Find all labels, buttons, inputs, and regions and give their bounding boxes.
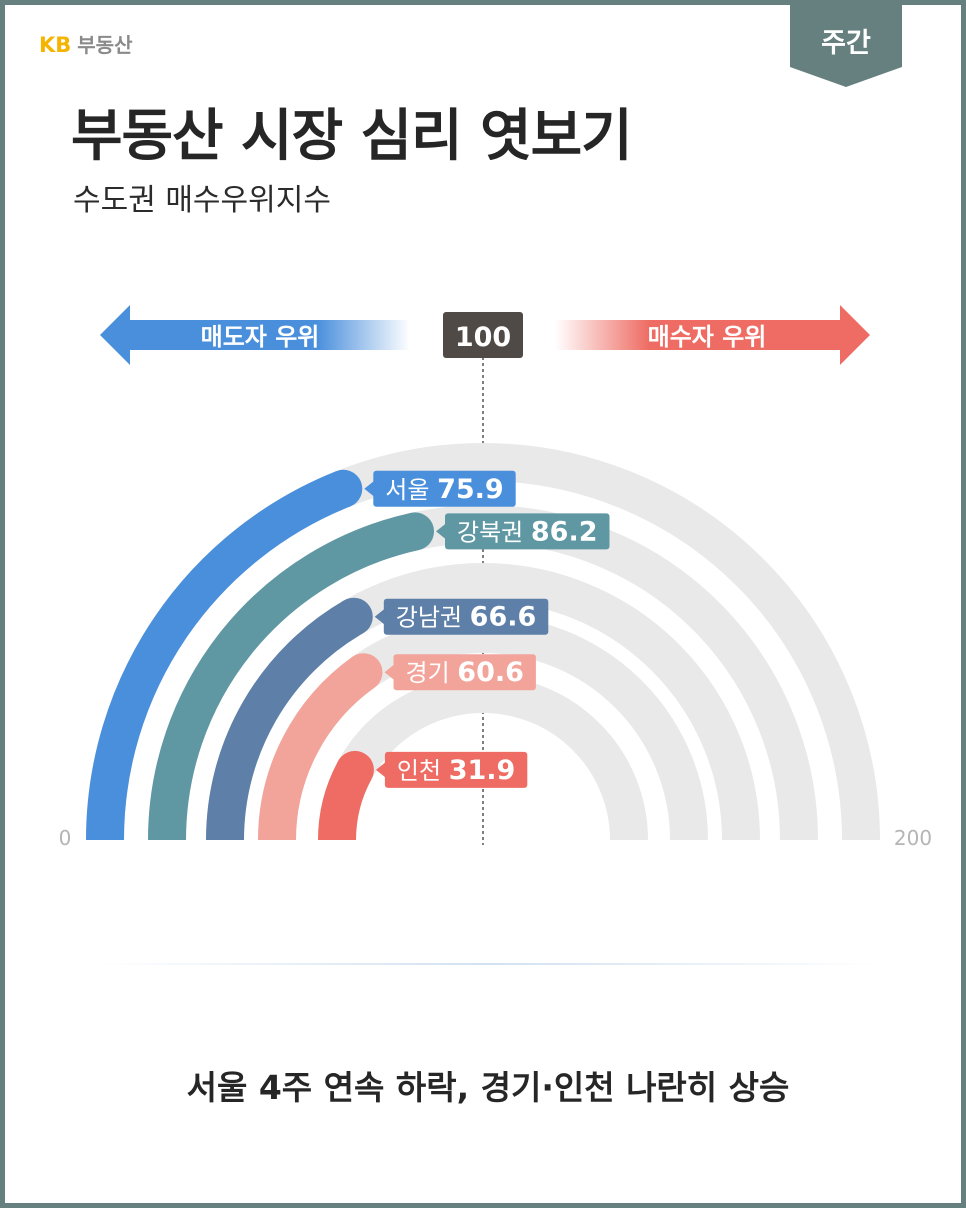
- label-box-2: [445, 513, 610, 550]
- label-text-3: 강남권 66.6: [396, 602, 537, 633]
- chart-bars: [86, 469, 435, 841]
- label-pointer-5: [375, 761, 386, 778]
- label-box-1: [373, 470, 516, 507]
- brand-kb: KB: [39, 33, 72, 57]
- bar-cap-2: [396, 512, 435, 551]
- series-name-4: 경기: [406, 659, 458, 687]
- legend-left-label: 매도자 우위: [201, 323, 320, 351]
- series-value-1: 75.9: [437, 474, 504, 505]
- series-value-4: 60.6: [457, 657, 524, 688]
- label-pointer-1: [364, 480, 375, 497]
- data-label-1: 서울 75.9: [364, 470, 516, 507]
- bar-1: [86, 471, 351, 841]
- data-label-3: 강남권 66.6: [374, 598, 549, 635]
- legend-right-label: 매수자 우위: [648, 323, 767, 351]
- label-pointer-3: [374, 608, 385, 625]
- label-text-1: 서울 75.9: [385, 474, 503, 505]
- period-tag-label: 주간: [821, 28, 871, 59]
- label-text-5: 인천 31.9: [397, 755, 515, 786]
- label-box-3: [383, 598, 549, 635]
- brand-logo: KB 부동산: [39, 29, 132, 58]
- series-value-3: 66.6: [470, 602, 537, 633]
- label-text-4: 경기 60.6: [406, 657, 524, 688]
- series-name-1: 서울: [385, 476, 437, 504]
- data-label-5: 인천 31.9: [375, 751, 528, 788]
- label-box-5: [384, 751, 528, 788]
- reference-label: 100: [455, 322, 511, 353]
- radial-bar-chart: 매도자 우위 매수자 우위 100 서울 75.9 강북권 86.2 강남권 66.…: [59, 305, 932, 850]
- series-value-5: 31.9: [449, 755, 516, 786]
- bar-cap-3: [334, 597, 373, 636]
- caption: 서울 4주 연속 하락, 경기·인천 나란히 상승: [186, 1068, 790, 1107]
- period-tag: 주간: [790, 5, 902, 87]
- tag-shape-icon: [790, 5, 902, 87]
- page-title: 부동산 시장 심리 엿보기: [71, 104, 633, 169]
- label-pointer-4: [384, 664, 395, 681]
- axis-max-label: 200: [894, 826, 932, 850]
- series-value-2: 86.2: [531, 516, 598, 547]
- bar-2: [148, 512, 420, 841]
- label-box-4: [393, 654, 536, 691]
- bar-cap-5: [335, 750, 374, 789]
- data-label-2: 강북권 86.2: [436, 513, 610, 550]
- series-name-5: 인천: [397, 757, 449, 785]
- page-subtitle: 수도권 매수우위지수: [73, 183, 331, 218]
- series-name-3: 강남권: [396, 604, 470, 632]
- brand-name: 부동산: [77, 33, 133, 57]
- label-text-2: 강북권 86.2: [457, 516, 598, 547]
- bar-cap-1: [324, 469, 363, 508]
- legend-left-arrow: 매도자 우위: [100, 305, 410, 365]
- axis-min-label: 0: [59, 826, 72, 850]
- data-label-4: 경기 60.6: [384, 654, 536, 691]
- bar-3: [206, 600, 364, 841]
- series-name-2: 강북권: [457, 518, 531, 546]
- bar-cap-4: [344, 653, 383, 692]
- legend-right-arrow: 매수자 우위: [555, 305, 870, 365]
- chart-labels: 서울 75.9 강북권 86.2 강남권 66.6 경기 60.6 인천 31.9: [364, 470, 610, 788]
- divider: [95, 963, 881, 965]
- bar-4: [258, 656, 375, 841]
- label-pointer-2: [436, 523, 447, 540]
- reference-badge: 100: [443, 312, 523, 358]
